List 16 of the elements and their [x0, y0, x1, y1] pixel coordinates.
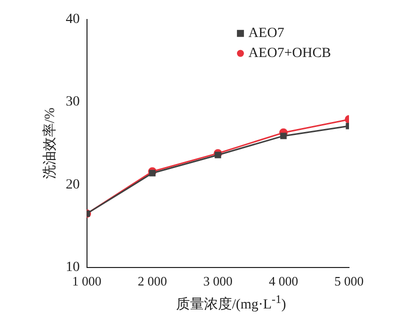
y-tick-label: 40 [66, 12, 80, 28]
x-axis-title: 质量浓度/(mg·L$^{-1}$) [174, 293, 288, 314]
point [214, 152, 222, 158]
x-tick-label: 2 000 [138, 274, 167, 289]
point [149, 170, 156, 176]
point [280, 132, 287, 140]
y-tick-label: 20 [66, 177, 80, 192]
legend-label: AEO7 [248, 26, 284, 42]
x-tick-label: 5 000 [334, 274, 364, 289]
legend-label: AEO7+OHCB [248, 46, 332, 62]
y-tick-label: 30 [66, 94, 80, 110]
x-tick-label: 1 000 [72, 274, 102, 289]
y-axis-title: 洗油效率/% [42, 107, 58, 180]
y-tick-label: 10 [66, 260, 80, 276]
x-tick-label: 3 000 [203, 274, 233, 289]
x-tick-label: 4 000 [268, 274, 298, 289]
